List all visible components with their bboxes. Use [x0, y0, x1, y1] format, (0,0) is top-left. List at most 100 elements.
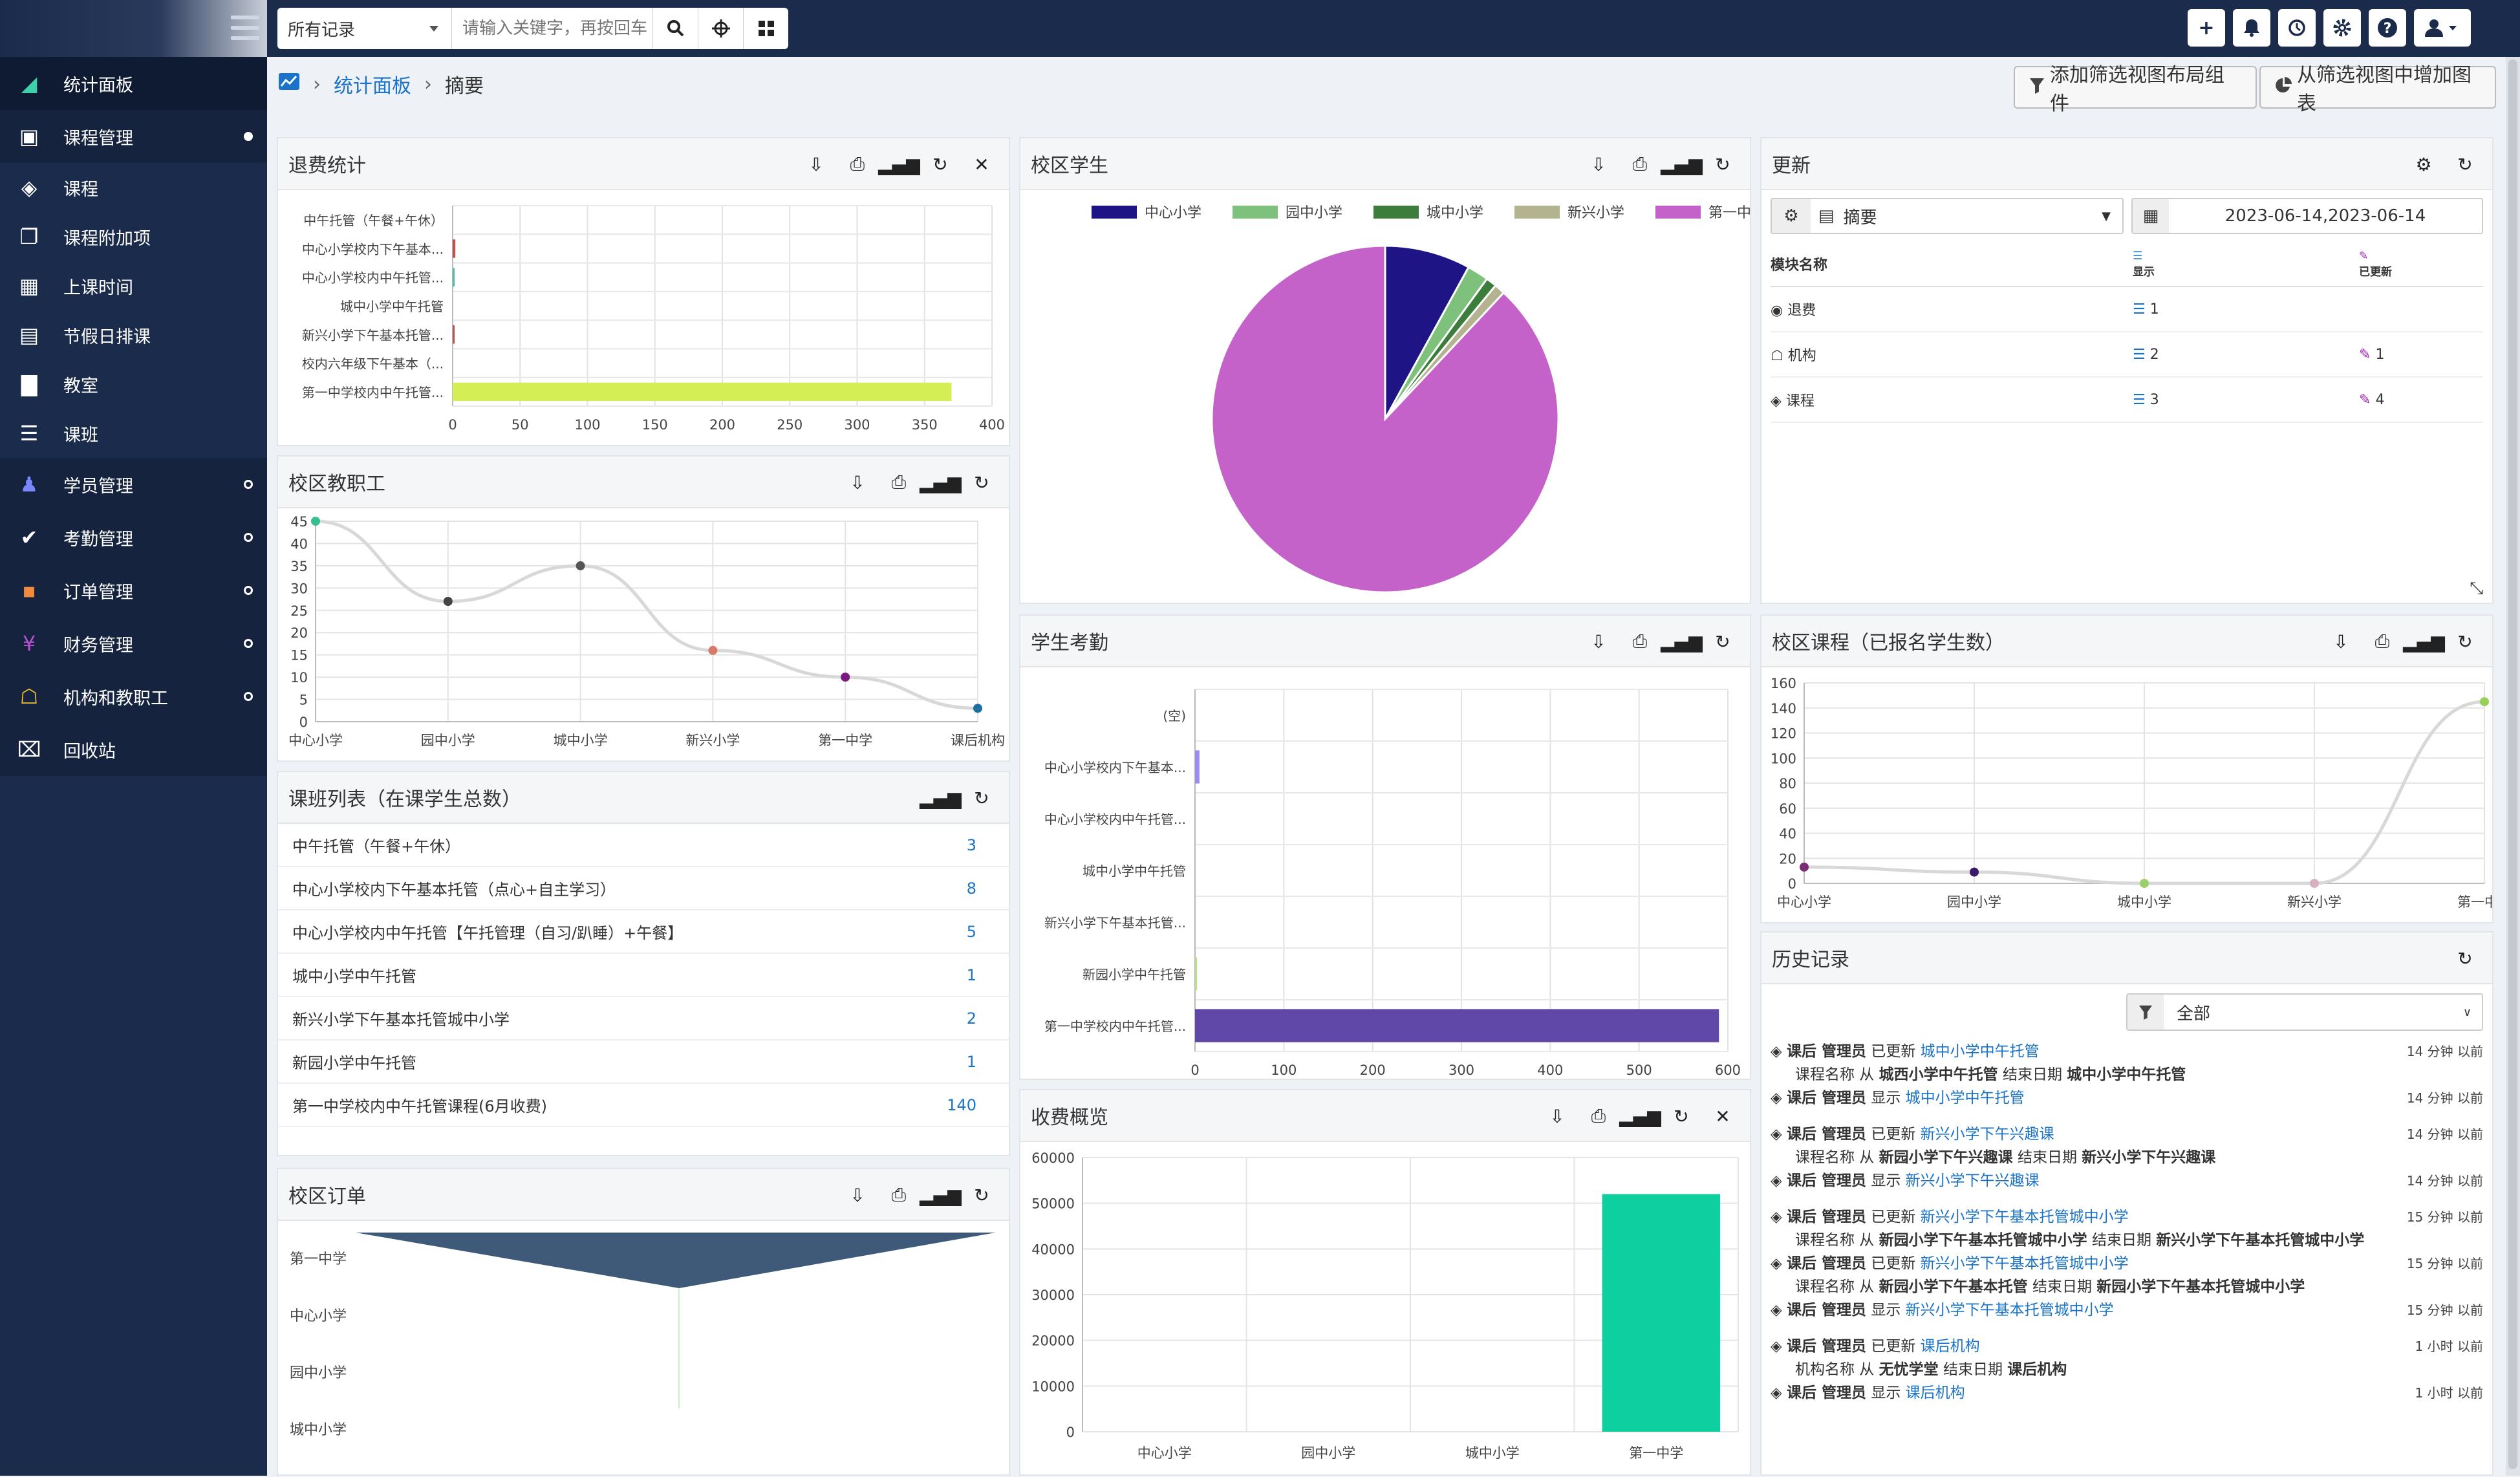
signal-icon[interactable]: ▂▄▆ — [920, 787, 962, 809]
module-name[interactable]: ◉ 退费 — [1771, 299, 2133, 319]
refresh-icon[interactable]: ↻ — [974, 787, 989, 809]
updated-count[interactable]: ✎ 4 — [2359, 392, 2475, 408]
history-link[interactable]: 城中小学中午托管 — [1905, 1090, 2025, 1106]
refresh-icon[interactable]: ↻ — [1715, 631, 1730, 652]
sidebar-item-7[interactable]: ☰ 课班 — [0, 409, 267, 458]
sidebar-item-5[interactable]: ▤ 节假日排课 — [0, 310, 267, 360]
refresh-icon[interactable]: ↻ — [2457, 947, 2473, 969]
history-icon[interactable] — [2278, 9, 2316, 47]
close-icon[interactable]: ✕ — [1715, 1105, 1730, 1127]
class-count[interactable]: 2 — [966, 1009, 976, 1028]
list-item[interactable]: 第一中学校内中午托管课程(6月收费) 140 — [278, 1084, 1009, 1127]
print-icon[interactable]: ⎙ — [1591, 1105, 1606, 1127]
add-chart-from-filter-button[interactable]: 从筛选视图中增加图表 — [2259, 64, 2496, 115]
sidebar-item-13[interactable]: ⌧ 回收站 — [0, 723, 267, 776]
signal-icon[interactable]: ▂▄▆ — [920, 1184, 962, 1206]
signal-icon[interactable]: ▂▄▆ — [1619, 1105, 1661, 1127]
list-item[interactable]: 城中小学中午托管 1 — [278, 954, 1009, 997]
history-link[interactable]: 新兴小学下午兴趣课 — [1905, 1172, 2040, 1189]
refresh-icon[interactable]: ↻ — [2457, 153, 2473, 175]
sidebar-item-10[interactable]: ▪ 订单管理 — [0, 564, 267, 617]
help-icon[interactable]: ? — [2369, 9, 2406, 47]
history-link[interactable]: 课后机构 — [1905, 1385, 1965, 1401]
download-icon[interactable]: ⇩ — [850, 471, 865, 493]
date-range-input[interactable]: ▦ 2023-06-14,2023-06-14 — [2131, 198, 2483, 234]
sidebar-item-2[interactable]: ◈ 课程 — [0, 163, 267, 212]
refresh-icon[interactable]: ↻ — [1674, 1105, 1689, 1127]
gear-icon[interactable]: ⚙ — [2415, 153, 2432, 175]
refresh-icon[interactable]: ↻ — [974, 471, 989, 493]
download-icon[interactable]: ⇩ — [2333, 631, 2349, 652]
scrollbar-thumb[interactable] — [2508, 59, 2517, 1469]
show-count[interactable]: ☰ 3 — [2133, 392, 2359, 408]
list-item[interactable]: 中心小学校内下午基本托管（点心+自主学习） 8 — [278, 867, 1009, 911]
print-icon[interactable]: ⎙ — [891, 1184, 907, 1205]
chart-area-icon[interactable] — [278, 72, 300, 96]
close-icon[interactable]: ✕ — [974, 153, 989, 175]
class-count[interactable]: 8 — [966, 879, 976, 898]
download-icon[interactable]: ⇩ — [1591, 631, 1606, 652]
search-scope-select[interactable]: 所有记录 — [277, 8, 452, 49]
class-count[interactable]: 1 — [966, 1052, 976, 1071]
sidebar-item-0[interactable]: ◢ 统计面板 — [0, 57, 267, 110]
signal-icon[interactable]: ▂▄▆ — [2403, 631, 2445, 652]
add-filter-widget-button[interactable]: 添加筛选视图布局组件 — [2014, 64, 2257, 115]
list-item[interactable]: 新兴小学下午基本托管城中小学 2 — [278, 997, 1009, 1040]
print-icon[interactable]: ⎙ — [1632, 153, 1648, 175]
history-link[interactable]: 新兴小学下午基本托管城中小学 — [1905, 1302, 2114, 1319]
history-filter-select[interactable]: 全部 ∨ — [2126, 993, 2483, 1031]
print-icon[interactable]: ⎙ — [1632, 631, 1648, 652]
print-icon[interactable]: ⎙ — [891, 471, 907, 493]
module-name[interactable]: ◈ 课程 — [1771, 389, 2133, 410]
download-icon[interactable]: ⇩ — [808, 153, 824, 175]
signal-icon[interactable]: ▂▄▆ — [1661, 631, 1703, 652]
module-name[interactable]: ☖ 机构 — [1771, 344, 2133, 365]
sidebar-item-1[interactable]: ▣ 课程管理 — [0, 110, 267, 163]
print-icon[interactable]: ⎙ — [2375, 631, 2390, 652]
refresh-icon[interactable]: ↻ — [2457, 631, 2473, 652]
print-icon[interactable]: ⎙ — [850, 153, 865, 175]
search-input[interactable] — [452, 8, 652, 49]
sidebar-item-8[interactable]: ♟ 学员管理 — [0, 458, 267, 511]
refresh-icon[interactable]: ↻ — [932, 153, 948, 175]
module-select[interactable]: ⚙ ▤ 摘要 ▼ — [1771, 198, 2124, 234]
show-count[interactable]: ☰ 2 — [2133, 347, 2359, 363]
history-link[interactable]: 新兴小学下午基本托管城中小学 — [1920, 1255, 2129, 1272]
class-count[interactable]: 5 — [966, 922, 976, 941]
class-count[interactable]: 140 — [947, 1095, 976, 1114]
history-link[interactable]: 新兴小学下午基本托管城中小学 — [1920, 1209, 2129, 1225]
search-icon[interactable] — [652, 8, 698, 49]
add-icon[interactable]: + — [2188, 9, 2225, 47]
class-count[interactable]: 3 — [966, 836, 976, 854]
sidebar-item-6[interactable]: ▇ 教室 — [0, 360, 267, 409]
sidebar-item-4[interactable]: ▦ 上课时间 — [0, 261, 267, 310]
signal-icon[interactable]: ▂▄▆ — [920, 471, 962, 493]
download-icon[interactable]: ⇩ — [1591, 153, 1606, 175]
signal-icon[interactable]: ▂▄▆ — [1661, 153, 1703, 175]
user-menu-icon[interactable] — [2414, 9, 2471, 47]
history-link[interactable]: 课后机构 — [1920, 1338, 1980, 1355]
breadcrumb-home[interactable]: 统计面板 — [334, 75, 411, 98]
class-count[interactable]: 1 — [966, 965, 976, 984]
resize-icon[interactable]: ⤡ — [2470, 579, 2483, 598]
refresh-icon[interactable]: ↻ — [974, 1184, 989, 1206]
gear-icon[interactable] — [2323, 9, 2361, 47]
signal-icon[interactable]: ▂▄▆ — [878, 153, 920, 175]
sidebar-item-9[interactable]: ✔ 考勤管理 — [0, 511, 267, 564]
menu-toggle-icon[interactable] — [231, 16, 259, 40]
history-link[interactable]: 城中小学中午托管 — [1920, 1043, 2040, 1060]
list-item[interactable]: 中午托管（午餐+午休） 3 — [278, 824, 1009, 867]
download-icon[interactable]: ⇩ — [1549, 1105, 1565, 1127]
list-item[interactable]: 新园小学中午托管 1 — [278, 1040, 1009, 1084]
download-icon[interactable]: ⇩ — [850, 1184, 865, 1206]
sidebar-item-3[interactable]: ❐ 课程附加项 — [0, 212, 267, 261]
history-link[interactable]: 新兴小学下午兴趣课 — [1920, 1126, 2054, 1143]
sidebar-item-12[interactable]: ☖ 机构和教职工 — [0, 670, 267, 723]
crosshairs-icon[interactable] — [698, 8, 743, 49]
list-item[interactable]: 中心小学校内中午托管【午托管理（自习/趴睡）+午餐】 5 — [278, 911, 1009, 954]
updated-count[interactable]: ✎ 1 — [2359, 347, 2475, 363]
grid-icon[interactable] — [743, 8, 788, 49]
refresh-icon[interactable]: ↻ — [1715, 153, 1730, 175]
scrollbar[interactable] — [2506, 57, 2520, 1476]
sidebar-item-11[interactable]: ¥ 财务管理 — [0, 617, 267, 670]
